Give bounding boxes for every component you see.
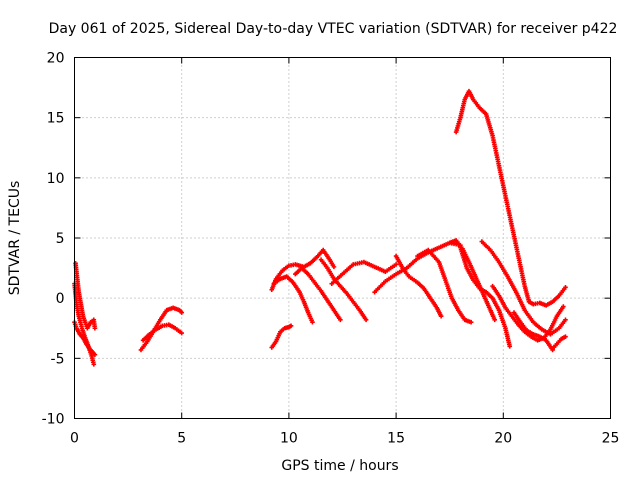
data-point xyxy=(310,319,315,325)
series-arc-q xyxy=(453,88,536,307)
series-arc-m xyxy=(393,253,444,319)
series-arc-b xyxy=(72,319,98,358)
x-tick-label: 20 xyxy=(494,431,512,447)
series-arc-r xyxy=(531,285,568,308)
series-arc-n xyxy=(415,247,474,325)
data-point xyxy=(563,334,568,339)
series-arc-i xyxy=(293,265,343,323)
series-arc-p xyxy=(458,245,513,349)
y-tick-label: 20 xyxy=(47,51,65,67)
x-tick-label: 10 xyxy=(280,431,298,447)
data-point xyxy=(563,285,568,290)
y-axis-label: SDTVAR / TECUs xyxy=(7,181,23,296)
x-tick-label: 5 xyxy=(177,431,186,447)
data-point xyxy=(91,362,97,367)
plot-frame xyxy=(74,57,611,419)
data-point xyxy=(92,352,98,358)
data-point xyxy=(338,317,343,323)
x-tick-label: 0 xyxy=(70,431,79,447)
x-tick-label: 25 xyxy=(602,431,620,447)
y-tick-label: -10 xyxy=(42,412,65,428)
grid xyxy=(74,57,611,419)
series-arc-e xyxy=(140,322,184,343)
data-points xyxy=(72,88,568,367)
data-point xyxy=(393,262,399,267)
data-point xyxy=(438,313,444,319)
series-arc-l xyxy=(372,240,463,295)
data-point xyxy=(468,319,474,325)
y-tick-label: 10 xyxy=(47,171,65,187)
series-arc-h xyxy=(271,274,315,325)
chart-title: Day 061 of 2025, Sidereal Day-to-day VTE… xyxy=(49,21,618,37)
data-point xyxy=(288,323,294,329)
series-arc-s xyxy=(479,239,568,337)
series-arc-f xyxy=(269,323,294,350)
y-tick-label: 0 xyxy=(56,291,65,307)
data-point xyxy=(179,330,184,336)
data-point xyxy=(92,325,98,331)
data-point xyxy=(507,344,513,349)
data-point xyxy=(363,317,369,323)
tick-labels: 0 5 10 15 20 25 -10 -5 0 5 10 15 20 xyxy=(42,51,620,447)
x-axis-label: GPS time / hours xyxy=(281,458,398,474)
series-arc-c xyxy=(73,260,98,331)
series-arc-j xyxy=(318,257,369,323)
y-tick-label: -5 xyxy=(51,351,65,367)
data-point xyxy=(563,317,568,323)
series-arc-k xyxy=(329,259,399,287)
data-point xyxy=(492,317,498,323)
series-arc-v xyxy=(550,334,568,352)
y-tick-label: 5 xyxy=(56,231,65,247)
data-point xyxy=(561,304,566,309)
data-point xyxy=(179,310,184,315)
series-arc-d xyxy=(138,305,184,353)
y-tick-label: 15 xyxy=(47,111,65,127)
series-arc-g xyxy=(269,247,337,293)
x-tick-label: 15 xyxy=(387,431,405,447)
data-point xyxy=(331,264,337,270)
